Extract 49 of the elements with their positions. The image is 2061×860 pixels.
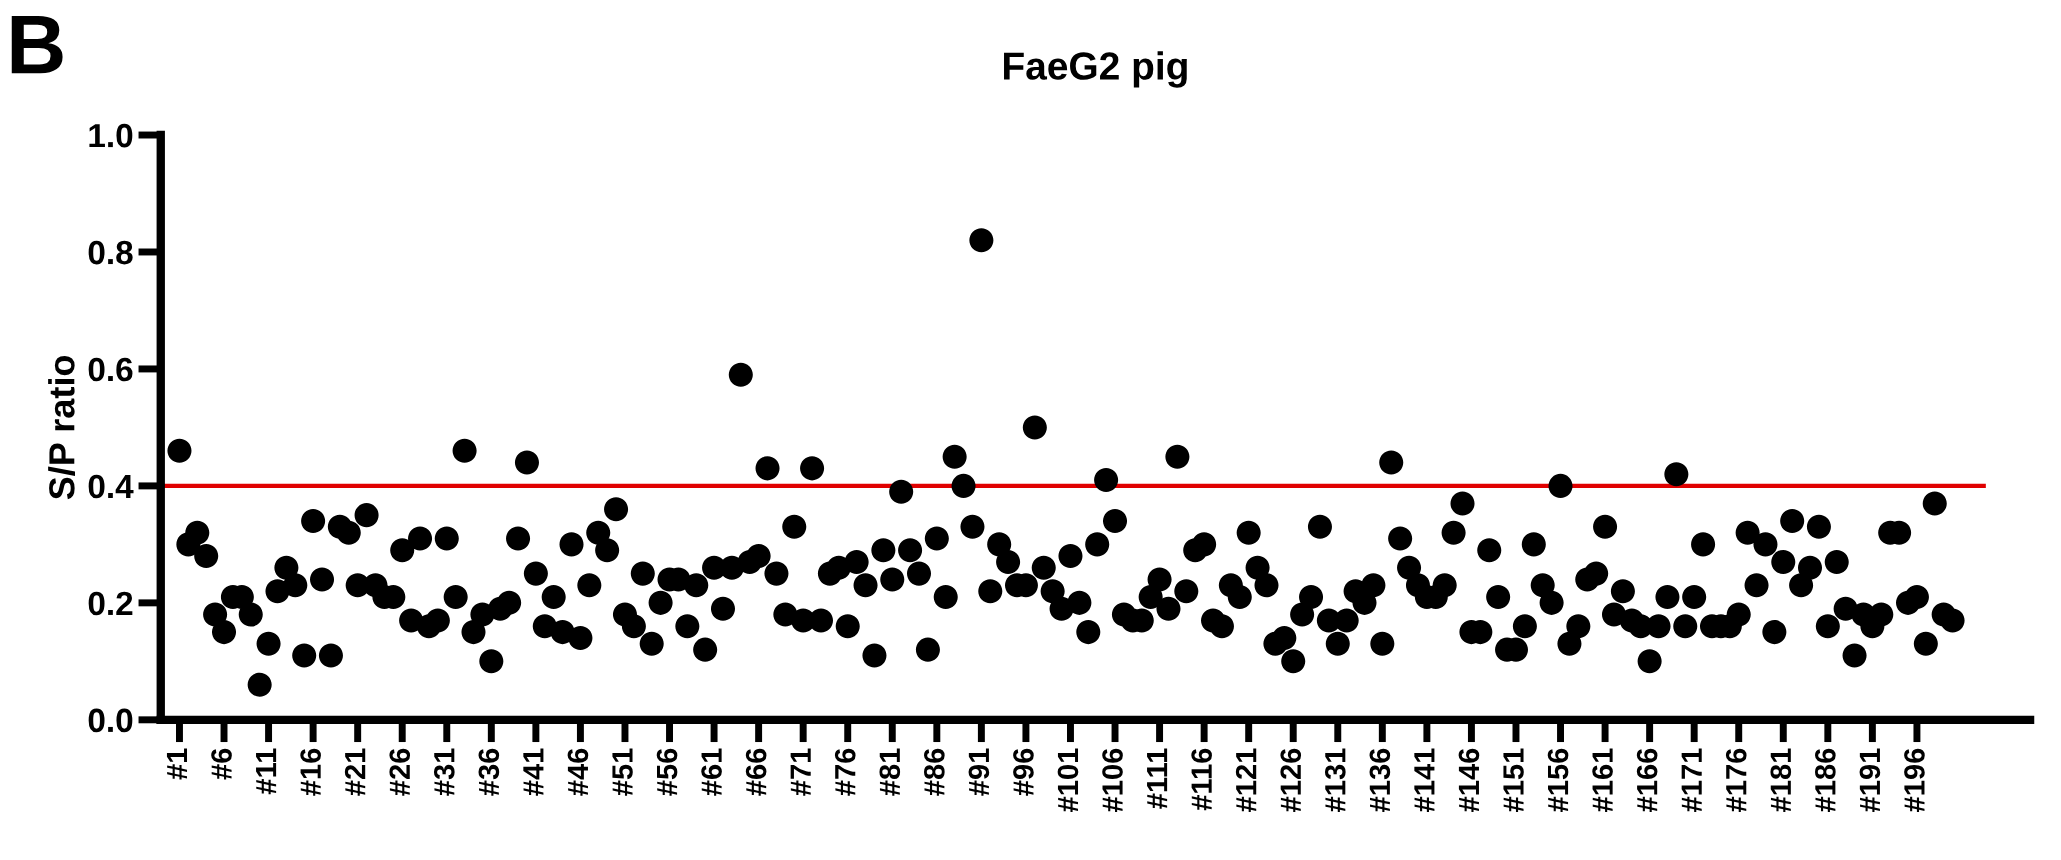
x-tick-label: #111 [1147,748,1168,809]
y-tick-label: 0.4 [88,474,134,499]
x-tick-label: #126 [1280,748,1302,812]
x-tick-label: #176 [1725,748,1747,812]
x-tick-label: #186 [1815,748,1836,812]
x-tick-label: #71 [790,748,811,796]
y-axis-title: S/P ratio [48,355,76,500]
y-tick-label: 0.2 [88,591,133,616]
x-tick-label: #36 [478,748,500,796]
x-tick-label: #16 [300,748,321,796]
x-tick-label: #161 [1592,748,1613,812]
y-tick-label: 1.0 [89,123,133,148]
x-tick-label: #21 [344,748,366,796]
x-tick-label: #136 [1369,748,1391,812]
x-tick-label: #171 [1681,748,1702,812]
y-tick-label: 0.6 [88,357,133,382]
chart-title: FaeG2 pig [1004,51,1187,88]
x-tick-label: #31 [433,748,455,796]
x-tick-label: #41 [523,748,544,796]
x-tick-label: #76 [834,748,856,796]
x-tick-label: #6 [211,748,232,780]
x-tick-label: #81 [879,748,901,796]
x-tick-label: #46 [567,748,589,796]
x-tick-label: #181 [1770,748,1792,812]
x-tick-label: #26 [389,748,411,796]
x-tick-label: #196 [1904,748,1925,812]
x-tick-label: #116 [1191,748,1212,811]
x-tick-label: #66 [745,748,767,796]
x-tick-label: #1 [166,748,188,780]
x-tick-label: #61 [701,748,722,796]
x-tick-label: #131 [1324,748,1346,812]
y-tick-label: 0.0 [88,708,133,733]
x-tick-label: #11 [256,748,277,795]
x-tick-label: #146 [1458,748,1480,812]
x-tick-label: #151 [1503,748,1524,812]
x-tick-label: #191 [1859,748,1881,812]
x-tick-label: #141 [1414,748,1435,812]
x-tick-label: #51 [612,748,633,796]
x-tick-label: #91 [968,748,990,796]
x-tick-label: #106 [1102,748,1123,812]
x-tick-label: #121 [1235,748,1257,812]
x-tick-label: #101 [1057,748,1079,812]
x-tick-label: #56 [656,748,678,796]
y-tick-label: 0.8 [88,240,133,265]
x-tick-label: #156 [1547,748,1569,812]
x-tick-label: #96 [1013,748,1034,796]
x-tick-label: #166 [1636,748,1658,812]
x-tick-label: #86 [924,748,945,796]
text: B [11,15,63,74]
